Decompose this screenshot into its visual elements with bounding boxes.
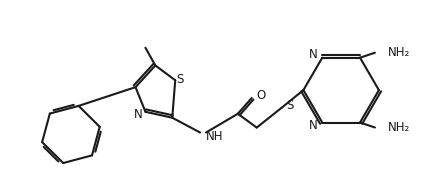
Text: NH₂: NH₂ (388, 46, 410, 59)
Text: N: N (308, 48, 317, 61)
Text: NH: NH (206, 130, 224, 143)
Text: S: S (287, 99, 294, 112)
Text: O: O (257, 89, 266, 102)
Text: S: S (176, 73, 184, 86)
Text: N: N (308, 119, 317, 132)
Text: N: N (134, 108, 143, 121)
Text: NH₂: NH₂ (388, 121, 410, 134)
